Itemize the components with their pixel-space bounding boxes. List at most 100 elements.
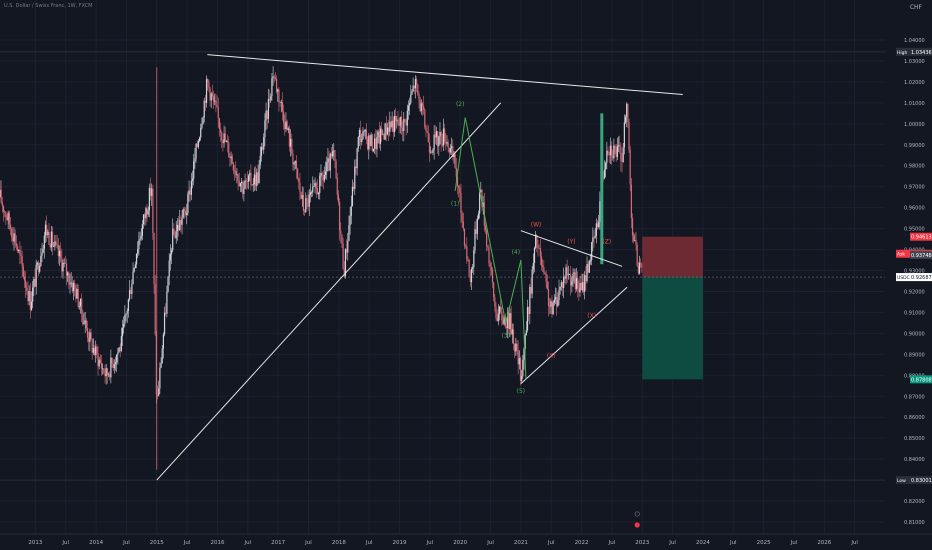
candle-body xyxy=(272,76,274,79)
candle-body xyxy=(163,312,166,335)
candle-body xyxy=(67,272,69,276)
candle-body xyxy=(27,291,29,301)
candle-body xyxy=(190,180,192,195)
candle-body xyxy=(134,264,136,268)
candle-body xyxy=(371,134,373,151)
price-label-value-bg xyxy=(910,250,932,259)
stop-loss-zone[interactable] xyxy=(642,236,703,278)
candle-body xyxy=(235,170,237,175)
candle-body xyxy=(142,214,145,225)
candle-body xyxy=(130,290,132,294)
candle-body xyxy=(318,192,320,195)
candle-body xyxy=(486,230,488,247)
candle-body xyxy=(390,121,392,128)
candle-body xyxy=(295,160,298,169)
candle-body xyxy=(8,212,10,225)
candle-body xyxy=(491,269,494,283)
candle-body xyxy=(406,110,408,126)
candle-body xyxy=(565,267,567,279)
currency-label: CHF xyxy=(909,4,922,11)
event-markers[interactable] xyxy=(634,511,640,528)
candle-body xyxy=(347,240,349,253)
candle-body xyxy=(584,275,586,292)
candle-body xyxy=(514,344,516,352)
candle-body xyxy=(96,346,98,353)
candle-body xyxy=(104,373,106,377)
price-label-target[interactable]: 0.87808 xyxy=(910,375,932,384)
candle-body xyxy=(525,330,527,336)
candle-body xyxy=(36,262,38,265)
candle-body xyxy=(558,289,560,301)
candle-body xyxy=(409,102,411,106)
candle-body xyxy=(100,363,103,369)
candle-body xyxy=(316,188,319,195)
candle-body xyxy=(219,128,222,133)
price-label-low[interactable]: Low 0.83001 xyxy=(896,476,932,485)
event-marker-icon[interactable] xyxy=(634,511,640,517)
symbol-title[interactable]: U.S. Dollar / Swiss Franc, 1W, FXCM xyxy=(4,3,93,9)
candle-body xyxy=(586,263,588,282)
candle-body xyxy=(257,172,259,184)
trendline[interactable] xyxy=(207,54,683,95)
candle-body xyxy=(592,237,594,243)
candle-body xyxy=(484,225,487,231)
impulse-candle xyxy=(600,113,604,265)
candle-body xyxy=(71,282,73,292)
price-tick-label: 0.93000 xyxy=(904,269,925,275)
candle-body xyxy=(0,189,2,203)
candle-body xyxy=(480,189,482,192)
candle-body xyxy=(278,89,280,102)
time-scale[interactable]: 2013 Jul 2014 Jul 2015 Jul 2016 Jul 2017 Jul 2018 J… xyxy=(0,533,932,546)
candle-body xyxy=(542,265,544,268)
candle-body xyxy=(282,111,285,124)
price-label-high[interactable]: High 1.03436 xyxy=(896,47,932,56)
candle-body xyxy=(364,129,366,132)
candle-body xyxy=(557,300,559,307)
candle-body xyxy=(275,78,278,92)
candle-body xyxy=(13,233,15,242)
candle-body xyxy=(433,134,435,150)
candle-body xyxy=(571,281,573,286)
economic-event-icon[interactable] xyxy=(634,522,640,528)
time-tick-label: 2013 xyxy=(28,540,42,546)
candle-body xyxy=(389,121,391,132)
candle-body xyxy=(453,154,455,158)
candle-body xyxy=(463,228,466,246)
price-scale[interactable]: 1.04000 1.03000 1.02000 1.01000 1.00000 0.990… xyxy=(893,0,932,534)
candle-body xyxy=(444,128,446,143)
trendline[interactable] xyxy=(520,230,623,267)
candle-body xyxy=(473,250,475,268)
candle-body xyxy=(505,326,508,328)
candle-body xyxy=(205,79,208,103)
candle-body xyxy=(35,264,37,287)
candle-body xyxy=(37,262,40,272)
candle-body xyxy=(240,181,243,184)
wave-label: (3) xyxy=(501,333,510,340)
candle-body xyxy=(418,93,420,100)
candle-body xyxy=(528,306,530,314)
price-label-value: 1.03436 xyxy=(911,50,932,56)
time-tick-label: Jul xyxy=(122,540,130,546)
trendline[interactable] xyxy=(520,286,628,385)
candle-body xyxy=(154,284,156,335)
candle-body xyxy=(312,186,314,193)
take-profit-zone[interactable] xyxy=(642,277,703,380)
candle-body xyxy=(552,302,554,315)
candle-body xyxy=(521,375,523,381)
candle-body xyxy=(524,335,526,349)
position-tool[interactable] xyxy=(0,236,885,380)
trendlines[interactable] xyxy=(156,54,683,481)
trendline[interactable] xyxy=(156,102,502,481)
price-label-stop[interactable]: 0.94613 xyxy=(910,232,932,241)
candle-body xyxy=(114,362,117,365)
elliott-impulse-path[interactable] xyxy=(454,117,527,380)
candle-body xyxy=(237,174,239,181)
candle-body xyxy=(98,359,100,367)
candle-body xyxy=(580,283,582,291)
candle-body xyxy=(18,249,20,251)
candle-body xyxy=(102,368,104,370)
candle-body xyxy=(191,178,194,181)
price-label-plain[interactable]: 0.93748 xyxy=(910,250,932,259)
